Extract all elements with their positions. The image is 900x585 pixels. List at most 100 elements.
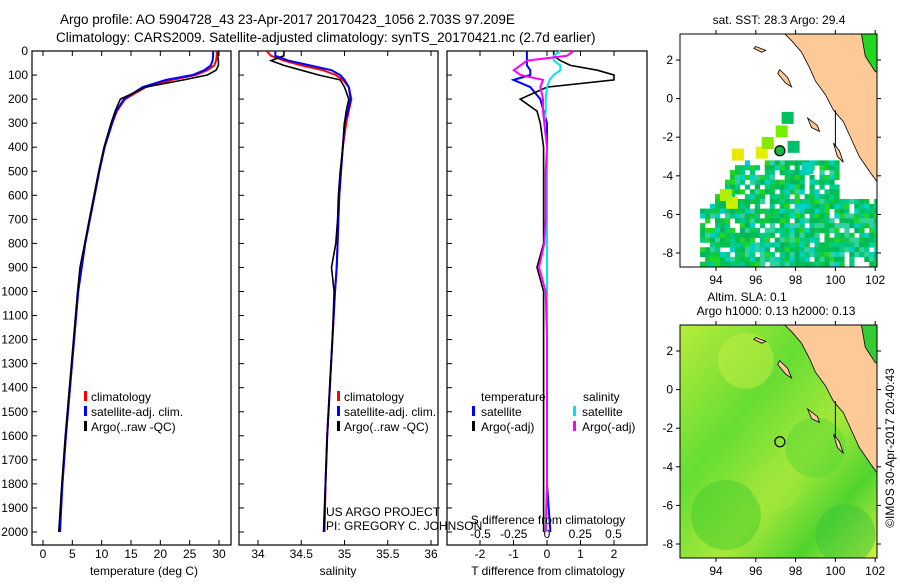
sst-cell [834,184,840,190]
sst-cell [814,261,820,267]
sst-cell [705,218,711,224]
sst-cell [739,237,746,243]
malacca-strait-area [861,325,877,364]
island [833,142,844,163]
sst-cell [779,184,785,190]
legend-marker-climatology [84,391,87,401]
sst-cell [715,256,721,263]
x-tick-label: 0 [544,547,551,561]
x-tick-label: 102 [865,273,885,287]
sst-cell [769,208,775,214]
sst-cell [729,184,736,190]
sst-cell [779,194,785,200]
sst-cell [744,252,751,258]
sst-cell [705,232,711,238]
sst-cell [849,252,855,258]
temperature-xlabel: temperature (deg C) [90,564,198,578]
x-tick-label: 0 [40,547,47,561]
sst-cell [834,256,840,263]
s-difference-xlabel: S difference from climatology [471,513,626,527]
sst-cell [814,208,820,214]
sst-cell [715,223,721,229]
sst-cell [754,261,761,267]
sst-cell [819,184,825,190]
sst-cell [874,208,877,214]
sst-cell [749,165,756,171]
sst-cell [700,213,706,219]
sst-cell [754,218,761,224]
sst-cell [759,256,765,263]
sst-cell [829,174,835,181]
legend-label: satellite-adj. clim. [91,405,183,419]
sst-cell [719,261,726,267]
x-tick-label: 15 [124,547,138,561]
figure-title: Argo profile: AO 5904728_43 23-Apr-2017 … [60,12,515,27]
sst-cell [801,162,814,175]
sst-cell [764,218,770,224]
sst-cell [819,179,825,185]
x-tick-label: 2 [611,547,618,561]
sst-cell [824,189,830,195]
x2-tick-label: 0.25 [569,527,593,541]
sst-cell [834,174,840,181]
sst-cell [744,208,751,214]
x-tick-label: 30 [212,547,226,561]
sst-cell [779,247,785,253]
sst-cell [784,256,790,263]
sst-cell [809,261,815,267]
sst-cell [739,179,746,185]
sst-cell [754,247,761,253]
sst-cell [809,247,815,253]
sst-cell [724,208,731,214]
sst-cell [824,198,830,205]
sst-cell [804,208,810,214]
y-tick-label: 600 [8,188,28,202]
sst-cell [794,194,800,200]
sst-cell [764,232,770,238]
sst-cell [794,170,800,176]
sst-cell [814,160,820,166]
sst-cell [864,242,870,248]
y-tick-label: 1600 [1,429,28,443]
y-tick-label: -8 [662,537,673,551]
sst-cell [834,232,840,238]
sst-cell [700,223,706,229]
sst-cell [809,252,815,258]
sst-cell [710,252,716,258]
sst-cell [864,208,870,214]
sst-cell [794,179,800,185]
sst-cell [794,165,800,171]
sst-cell [784,165,790,171]
sst-cell [749,252,756,258]
sst-cell [784,213,790,219]
sst-cell [829,252,835,258]
sst-cell [700,261,706,267]
sst-cell [744,160,751,166]
sst-cell [859,242,865,248]
island [806,407,821,424]
sst-cell [814,223,820,229]
sst-cell [789,184,795,190]
t-argo-diff-line [518,51,615,532]
sst-cell [715,252,721,258]
sst-map-title: sat. SST: 28.3 Argo: 29.4 [713,13,846,27]
sst-cell [834,198,840,205]
sst-cell [759,232,765,238]
x-tick-label: 34.5 [290,547,314,561]
sst-cell [739,218,746,224]
sst-cell [759,218,765,224]
salinity-panel: 34 34.5 35 35.5 36 [238,50,439,561]
sst-cell [829,160,835,166]
sst-cell [700,247,706,253]
sst-cell [809,227,815,234]
sst-cell [729,227,736,234]
sst-cell [834,261,840,267]
legend-marker-s-satellite [573,406,576,416]
sst-cell [874,203,877,209]
sst-cell [764,208,770,214]
sst-cell [809,179,815,185]
sst-cell [710,256,716,263]
pi-annotation: PI: GREGORY C. JOHNSON [326,519,482,533]
sst-cell [764,227,770,234]
sst-cell [774,184,780,190]
